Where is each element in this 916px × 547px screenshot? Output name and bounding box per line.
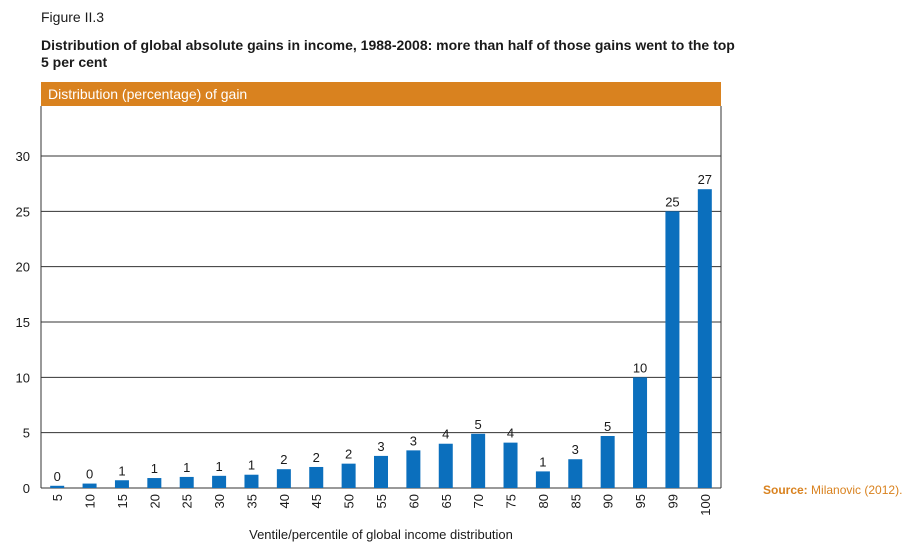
bar [535, 471, 550, 488]
data-label: 1 [248, 458, 255, 473]
chart-subtitle-banner: Distribution (percentage) of gain [41, 82, 721, 106]
data-label: 4 [507, 426, 514, 441]
data-label: 3 [377, 439, 384, 454]
chart-title: Distribution of global absolute gains in… [41, 37, 735, 70]
x-tick-label: 90 [601, 494, 616, 508]
bar [147, 478, 162, 488]
bar [114, 480, 129, 488]
bar [600, 435, 615, 488]
y-tick-label: 30 [16, 149, 30, 164]
x-tick-label: 80 [536, 494, 551, 508]
data-label: 2 [345, 447, 352, 462]
bar [406, 450, 421, 488]
data-label: 3 [572, 442, 579, 457]
bar [276, 469, 291, 488]
bar [212, 475, 227, 488]
bar [633, 377, 648, 488]
source-label: Source: [763, 483, 808, 497]
source-note: Source: Milanovic (2012). [763, 483, 902, 497]
x-tick-label: 30 [212, 494, 227, 508]
x-tick-label: 55 [374, 494, 389, 508]
y-tick-label: 25 [16, 204, 30, 219]
y-tick-label: 20 [16, 260, 30, 275]
bar [438, 443, 453, 488]
bar [179, 476, 194, 488]
x-tick-label: 15 [115, 494, 130, 508]
data-label: 2 [280, 452, 287, 467]
data-label: 1 [151, 461, 158, 476]
x-tick-label: 50 [342, 494, 357, 508]
bar [665, 211, 680, 488]
y-tick-label: 10 [16, 370, 30, 385]
data-label: 1 [118, 463, 125, 478]
data-label: 1 [539, 454, 546, 469]
data-label: 0 [54, 469, 61, 484]
x-tick-label: 75 [504, 494, 519, 508]
data-label: 0 [86, 467, 93, 482]
x-tick-label: 20 [147, 494, 162, 508]
x-tick-label: 10 [83, 494, 98, 508]
data-label: 4 [442, 427, 449, 442]
bar [309, 466, 324, 488]
y-tick-label: 15 [16, 315, 30, 330]
x-tick-label: 25 [180, 494, 195, 508]
x-tick-label: 85 [568, 494, 583, 508]
x-tick-label: 45 [309, 494, 324, 508]
x-tick-label: 35 [244, 494, 259, 508]
x-axis-label: Ventile/percentile of global income dist… [249, 527, 513, 542]
bar [244, 474, 259, 488]
y-tick-label: 0 [23, 481, 30, 496]
x-tick-label: 60 [406, 494, 421, 508]
bar [471, 433, 486, 488]
source-text: Milanovic (2012). [811, 483, 903, 497]
x-tick-label: 95 [633, 494, 648, 508]
data-label: 10 [633, 360, 647, 375]
bar [503, 442, 518, 488]
x-tick-label: 65 [439, 494, 454, 508]
data-label: 2 [313, 450, 320, 465]
data-label: 25 [665, 194, 679, 209]
x-tick-label: 99 [665, 494, 680, 508]
x-tick-label: 70 [471, 494, 486, 508]
bar [50, 485, 65, 488]
bar [374, 455, 388, 488]
data-label: 5 [475, 417, 482, 432]
x-tick-label: 100 [698, 494, 713, 516]
y-tick-label: 5 [23, 426, 30, 441]
data-label: 1 [215, 459, 222, 474]
data-label: 5 [604, 419, 611, 434]
bar [341, 463, 356, 488]
bar-chart: 0510152025300501011512012513013524024525… [16, 106, 722, 516]
figure-label: Figure II.3 [41, 9, 105, 25]
bar [82, 483, 97, 488]
data-label: 27 [698, 172, 712, 187]
data-label: 1 [183, 460, 190, 475]
x-tick-label: 40 [277, 494, 292, 508]
x-tick-label: 5 [50, 494, 65, 501]
bar [568, 459, 583, 488]
bar [697, 189, 712, 488]
data-label: 3 [410, 433, 417, 448]
